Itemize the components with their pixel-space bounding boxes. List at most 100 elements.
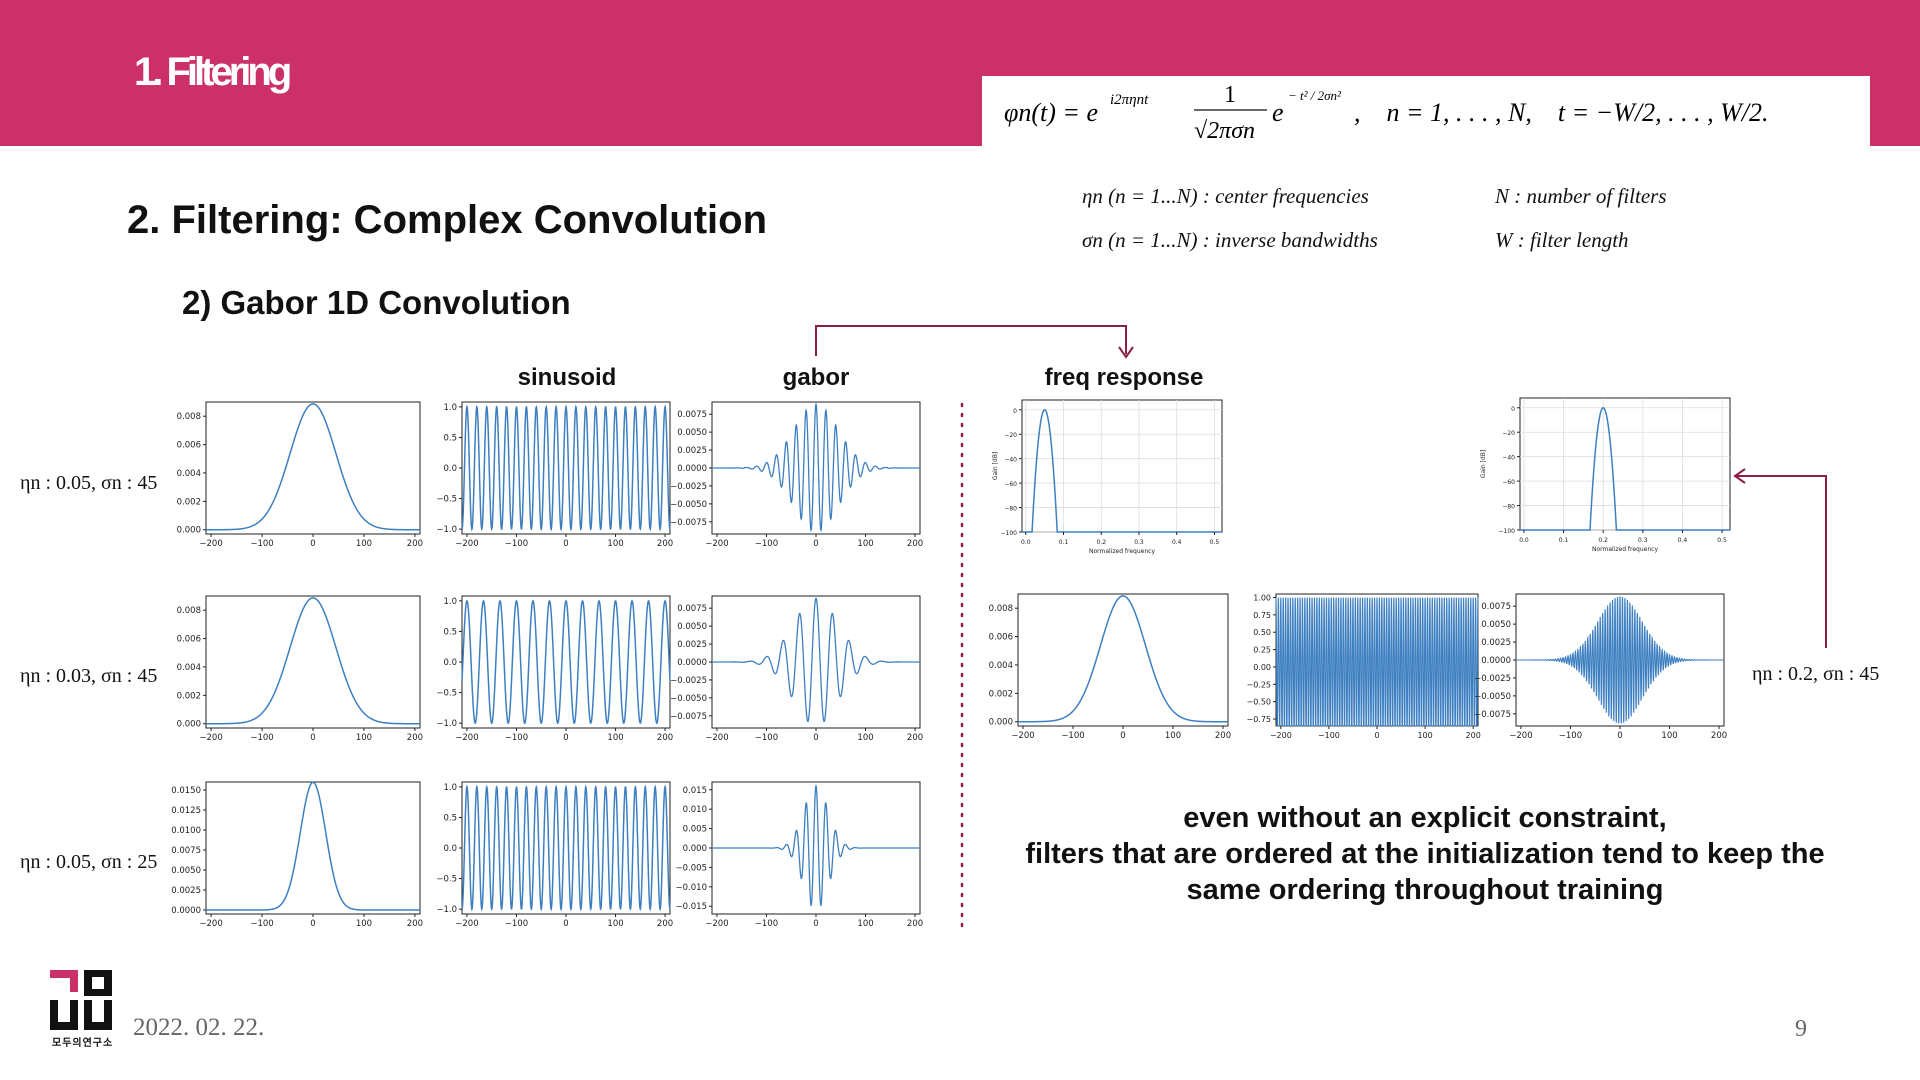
y-tick-label: 0.000 — [177, 720, 201, 730]
series-line — [1520, 407, 1730, 531]
x-tick-label: 200 — [907, 733, 923, 743]
y-tick-label: −0.0025 — [670, 676, 707, 686]
x-tick-label: 0 — [563, 733, 568, 743]
y-tick-label: −0.0025 — [670, 482, 707, 492]
x-tick-label: 0.2 — [1598, 537, 1608, 544]
slide-subtitle: 2) Gabor 1D Convolution — [182, 284, 571, 321]
y-tick-label: 0.0125 — [171, 806, 201, 816]
x-tick-label: −200 — [1509, 731, 1532, 741]
plot-gaussian-row1: −200 −100 0 100 200 0.000 0.002 0.004 0.006 0.008 — [177, 401, 423, 549]
x-tick-label: 0.0 — [1021, 539, 1031, 546]
x-tick-label: 0 — [813, 919, 818, 929]
x-tick-label: −100 — [1559, 731, 1582, 741]
y-tick-label: 0.008 — [177, 606, 201, 616]
y-tick-label: −1.0 — [436, 905, 457, 915]
x-tick-label: −200 — [455, 919, 478, 929]
x-tick-label: 0.4 — [1678, 537, 1688, 544]
x-tick-label: 0 — [310, 733, 315, 743]
y-tick-label: 0.0025 — [1481, 638, 1511, 648]
plot-gaussian-row3: −200 −100 0 100 200 0.0000 0.0025 0.0050 0.0075 0… — [171, 781, 423, 929]
page-number: 9 — [1795, 1016, 1807, 1042]
x-tick-label: −100 — [505, 733, 528, 743]
x-tick-label: 200 — [907, 539, 923, 549]
y-tick-label: −0.0050 — [670, 694, 707, 704]
y-tick-label: −1.0 — [436, 719, 457, 729]
observation-note: even without an explicit constraint, fil… — [980, 800, 1870, 908]
x-tick-label: 200 — [657, 539, 673, 549]
y-tick-label: 0.000 — [683, 844, 707, 854]
x-tick-label: 0.3 — [1134, 539, 1144, 546]
plot-gabor-row2: −200 −100 0 100 200 −0.0075 −0.0050 −0.0025 0.00… — [670, 595, 923, 743]
series-line — [461, 784, 671, 912]
x-tick-label: 200 — [407, 733, 423, 743]
x-tick-label: 100 — [356, 919, 372, 929]
y-tick-label: −0.015 — [676, 902, 707, 912]
plot-frame — [205, 595, 421, 729]
gabor-formula: φn(t) = e i2πηnt 1 √2πσn e − t² / 2σn² ,… — [982, 76, 1870, 146]
y-tick-label: 0.0025 — [677, 640, 707, 650]
y-tick-label: 0.004 — [177, 469, 201, 479]
y-tick-label: 0.005 — [683, 825, 707, 835]
x-tick-label: −200 — [1270, 731, 1292, 740]
series-line — [206, 781, 420, 911]
y-tick-label: 1.0 — [443, 597, 457, 607]
x-tick-label: −200 — [199, 733, 222, 743]
plot-frame — [1017, 593, 1229, 727]
y-tick-label: −0.010 — [676, 883, 707, 893]
x-tick-label: −200 — [705, 919, 728, 929]
y-tick-label: −100 — [1001, 530, 1018, 537]
y-tick-label: 0.0075 — [1481, 602, 1511, 612]
series-line — [461, 404, 671, 532]
column-header-freq: freq response — [1044, 364, 1204, 391]
legend-eta: ηn (n = 1...N) : center frequencies — [1082, 184, 1369, 208]
y-tick-label: 0.5 — [443, 627, 457, 637]
logo-caption: 모두의연구소 — [52, 1038, 114, 1049]
y-tick-label: −20 — [1004, 432, 1017, 439]
y-tick-label: 0.004 — [177, 663, 201, 673]
x-tick-label: 100 — [857, 919, 873, 929]
x-tick-label: 0 — [813, 539, 818, 549]
x-tick-label: −200 — [455, 733, 478, 743]
x-tick-label: 200 — [657, 733, 673, 743]
lab-logo — [50, 968, 120, 1048]
y-tick-label: −80 — [1502, 504, 1515, 511]
series-line — [1275, 597, 1479, 727]
y-tick-label: 0.000 — [177, 526, 201, 536]
y-tick-label: 0.5 — [443, 813, 457, 823]
plot-frame — [205, 781, 421, 915]
x-tick-label: 0.5 — [1210, 539, 1220, 546]
x-tick-label: 100 — [857, 733, 873, 743]
x-tick-label: −100 — [250, 733, 273, 743]
x-tick-label: −200 — [199, 919, 222, 929]
x-tick-label: 0 — [310, 539, 315, 549]
x-tick-label: 200 — [407, 919, 423, 929]
y-axis-label: Gain [dB] — [992, 452, 999, 480]
x-tick-label: −100 — [755, 539, 778, 549]
formula-frac-num: 1 — [1224, 82, 1236, 108]
y-tick-label: 0.0075 — [677, 410, 707, 420]
x-tick-label: 100 — [607, 733, 623, 743]
plot-gabor-right: −200 −100 0 100 200 −0.0075 −0.0050 −0.0025 0.00… — [1474, 593, 1727, 741]
formula-gauss-exp: − t² / 2σn² — [1288, 88, 1342, 103]
y-tick-label: 0.002 — [989, 689, 1013, 699]
x-tick-label: −100 — [1318, 731, 1340, 740]
x-tick-label: 0 — [813, 733, 818, 743]
y-tick-label: −0.75 — [1246, 715, 1271, 724]
y-tick-label: 0.006 — [177, 441, 201, 451]
x-axis-label: Normalized frequency — [1592, 546, 1658, 553]
y-tick-label: 0.002 — [177, 497, 201, 507]
x-tick-label: −200 — [199, 539, 222, 549]
y-tick-label: 0.0000 — [171, 906, 201, 916]
plot-gaussian-row2: −200 −100 0 100 200 0.000 0.002 0.004 0.006 0.008 — [177, 595, 423, 743]
x-tick-label: −100 — [250, 539, 273, 549]
y-tick-label: −100 — [1499, 528, 1516, 535]
y-tick-label: −0.0075 — [670, 518, 707, 528]
y-tick-label: −0.0075 — [670, 712, 707, 722]
x-tick-label: 0 — [563, 539, 568, 549]
series-line — [206, 403, 420, 531]
y-axis-label: Gain [dB] — [1480, 450, 1487, 478]
x-tick-label: 200 — [657, 919, 673, 929]
x-tick-label: −200 — [1011, 731, 1034, 741]
x-tick-label: 0.0 — [1519, 537, 1529, 544]
